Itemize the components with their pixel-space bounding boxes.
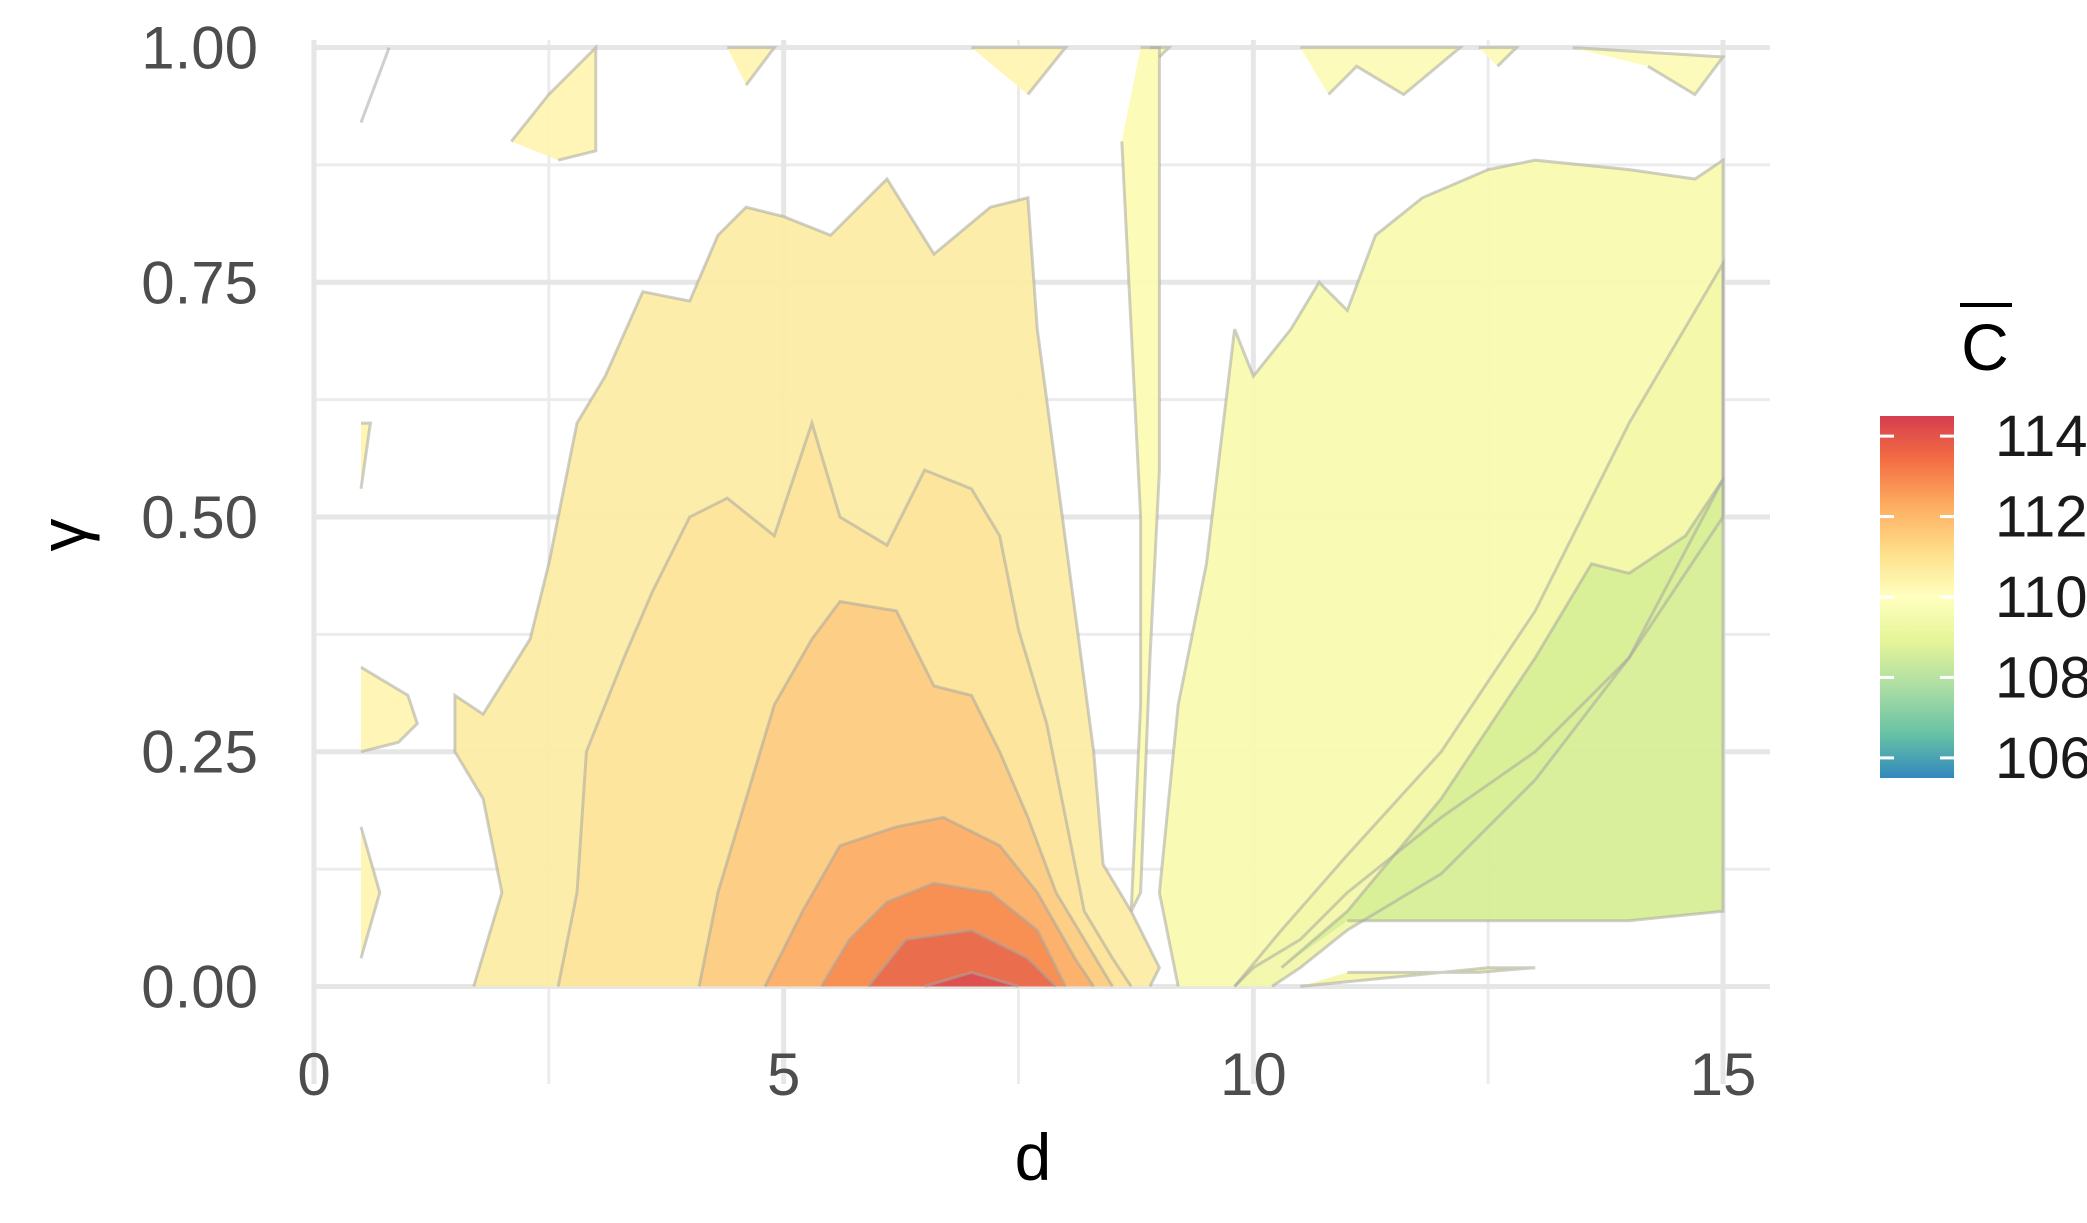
contour-line	[359, 826, 382, 959]
contour-line	[867, 928, 1058, 988]
contour-region	[1478, 47, 1517, 67]
contour-region	[727, 47, 775, 86]
contour-line	[1120, 46, 1161, 912]
legend-label: 106	[1995, 726, 2087, 791]
contour-lines	[359, 43, 1726, 988]
contour-line	[1280, 474, 1725, 969]
contour-regions	[361, 47, 1723, 987]
y-tick-label: 0.75	[141, 249, 258, 316]
contour-line	[360, 665, 420, 754]
legend-title: C	[1961, 310, 2009, 384]
y-tick-label: 0.50	[141, 484, 258, 551]
contour-region	[924, 972, 1019, 987]
x-tick-label: 0	[297, 1041, 330, 1108]
contour-line	[1572, 46, 1726, 97]
contour-region	[1572, 47, 1723, 95]
contour-line	[820, 881, 1067, 988]
contour-region	[1300, 47, 1460, 95]
legend-label: 108	[1995, 645, 2087, 710]
contour-line	[727, 46, 778, 87]
y-tick-label: 1.00	[141, 15, 258, 82]
contour-line	[359, 47, 391, 124]
contour-line	[924, 970, 1019, 988]
legend-label: 114	[1995, 404, 2087, 469]
contour-region	[1281, 479, 1723, 968]
contour-line	[1478, 46, 1521, 68]
legend-label: 110	[1995, 565, 2087, 630]
x-axis-tick-labels: 0 5 10 15	[297, 1041, 1756, 1108]
contour-line	[1300, 966, 1536, 988]
contour-region	[361, 826, 380, 959]
x-axis-title: d	[1015, 1120, 1052, 1194]
contour-region	[1121, 47, 1160, 912]
y-axis-title: γ	[26, 519, 100, 552]
contour-region	[868, 930, 1057, 987]
contour-line	[510, 43, 598, 162]
contour-region	[361, 667, 418, 752]
contour-line	[697, 599, 1114, 988]
contour-line	[763, 815, 1095, 988]
legend-label: 112	[1995, 485, 2087, 550]
y-tick-label: 0.00	[141, 953, 258, 1020]
contour-region	[971, 47, 1066, 95]
x-tick-label: 10	[1220, 1041, 1287, 1108]
legend: C 106 108 110 112 114	[1880, 303, 2087, 791]
contour-region	[511, 47, 596, 161]
x-tick-label: 15	[1690, 1041, 1757, 1108]
y-axis-tick-labels: 0.00 0.25 0.50 0.75 1.00	[141, 15, 258, 1021]
contour-region	[1159, 160, 1723, 987]
contour-line	[453, 176, 1162, 988]
contour-line	[1157, 157, 1725, 988]
contour-line	[359, 421, 373, 490]
y-tick-label: 0.25	[141, 719, 258, 786]
contour-line	[971, 46, 1069, 96]
legend-ticks: 106 108 110 112 114	[1880, 404, 2087, 791]
x-tick-label: 5	[767, 1041, 800, 1108]
contour-line	[1300, 46, 1465, 97]
contour-line	[556, 418, 1133, 988]
